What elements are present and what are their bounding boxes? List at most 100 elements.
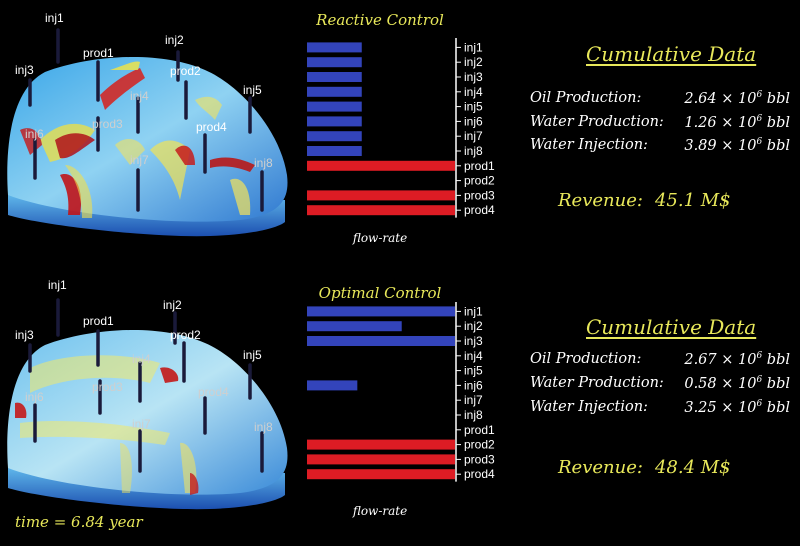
bar-prod3 — [307, 190, 455, 201]
well-label-inj1: inj1 — [45, 11, 64, 25]
tick-label-inj7: inj7 — [464, 129, 483, 143]
tick-label-inj3: inj3 — [464, 70, 483, 84]
tick-label-inj2: inj2 — [464, 55, 483, 69]
water-production-label: Water Production: — [530, 375, 664, 391]
bar-inj8 — [307, 146, 362, 156]
oil-production-label: Oil Production: — [530, 351, 642, 367]
tick-label-inj5: inj5 — [464, 364, 483, 378]
tick-label-inj8: inj8 — [464, 408, 483, 422]
reservoir-map-optimal: inj1 inj2 inj3 prod1 prod2 inj4 inj5 pro… — [7, 278, 288, 510]
revenue: Revenue: 48.4 M$ — [558, 457, 731, 478]
tick-label-inj4: inj4 — [464, 349, 483, 363]
bar-inj5 — [307, 101, 362, 112]
reservoir-map-reactive: inj1 inj2 inj3 prod1 prod2 inj4 inj5 pro… — [7, 11, 288, 237]
revenue-label: Revenue: — [558, 457, 643, 478]
bar-prod3 — [307, 454, 455, 465]
well-label-inj2: inj2 — [165, 33, 184, 47]
revenue-value: 45.1 M$ — [654, 190, 731, 211]
well-label-inj4: inj4 — [130, 89, 149, 103]
reactive-panel: inj1 inj2 inj3 prod1 prod2 inj4 inj5 pro… — [7, 11, 790, 245]
bar-inj2 — [307, 57, 362, 68]
revenue-value: 48.4 M$ — [654, 457, 731, 478]
tick-label-inj7: inj7 — [464, 393, 483, 407]
bar-prod1 — [307, 160, 455, 171]
water-injection-label: Water Injection: — [530, 399, 648, 415]
oil-production-row: Oil Production: 2.67 × 106 bbl — [530, 351, 790, 371]
bar-inj6 — [307, 116, 362, 127]
control-title: Reactive Control — [316, 11, 444, 29]
well-label-inj7: inj7 — [132, 417, 151, 431]
bar-inj1 — [307, 306, 455, 317]
bar-inj3 — [307, 72, 362, 82]
well-label-prod4: prod4 — [198, 385, 229, 399]
bar-inj7 — [307, 131, 362, 142]
tick-label-inj6: inj6 — [464, 378, 483, 392]
bar-inj2 — [307, 321, 402, 332]
well-label-inj5: inj5 — [243, 348, 262, 362]
tick-label-prod4: prod4 — [464, 467, 495, 481]
tick-label-prod3: prod3 — [464, 188, 495, 202]
water-injection-value: 3.89 × 106 bbl — [684, 137, 790, 154]
well-label-prod3: prod3 — [92, 380, 123, 394]
well-label-inj6: inj6 — [25, 390, 44, 404]
tick-label-inj5: inj5 — [464, 100, 483, 114]
well-label-prod1: prod1 — [83, 46, 114, 60]
control-title: Optimal Control — [318, 284, 442, 302]
revenue-label: Revenue: — [558, 190, 643, 211]
tick-label-prod3: prod3 — [464, 452, 495, 466]
tick-label-prod2: prod2 — [464, 438, 495, 452]
well-label-prod3: prod3 — [92, 117, 123, 131]
revenue: Revenue: 45.1 M$ — [558, 190, 731, 211]
well-label-inj4: inj4 — [132, 352, 151, 366]
bar-prod4 — [307, 469, 455, 480]
tick-label-prod2: prod2 — [464, 174, 495, 188]
tick-label-inj1: inj1 — [464, 40, 483, 54]
oil-production-value: 2.64 × 106 bbl — [684, 90, 790, 107]
well-label-inj5: inj5 — [243, 83, 262, 97]
water-injection-row: Water Injection: 3.25 × 106 bbl — [530, 399, 790, 419]
tick-label-prod1: prod1 — [464, 159, 495, 173]
bar-inj1 — [307, 42, 362, 53]
bar-inj4 — [307, 86, 362, 97]
well-label-prod1: prod1 — [83, 314, 114, 328]
bar-prod2 — [307, 439, 455, 450]
x-axis-label: flow-rate — [352, 231, 408, 245]
oil-production-value: 2.67 × 106 bbl — [684, 351, 790, 368]
flow-rate-bar-chart-reactive: inj1inj2inj3inj4inj5inj6inj7inj8prod1pro… — [307, 38, 495, 218]
cumulative-title: Cumulative Data — [586, 315, 757, 339]
water-production-label: Water Production: — [530, 114, 664, 130]
well-label-inj1: inj1 — [48, 278, 67, 292]
well-label-prod2: prod2 — [170, 64, 201, 78]
water-injection-row: Water Injection: 3.89 × 106 bbl — [530, 137, 790, 157]
oil-production-label: Oil Production: — [530, 90, 642, 106]
tick-label-inj4: inj4 — [464, 85, 483, 99]
x-axis-label: flow-rate — [352, 504, 408, 518]
oil-production-row: Oil Production: 2.64 × 106 bbl — [530, 90, 790, 110]
water-production-value: 0.58 × 106 bbl — [684, 375, 790, 392]
tick-label-inj8: inj8 — [464, 144, 483, 158]
bar-inj3 — [307, 336, 455, 346]
well-label-inj8: inj8 — [254, 420, 273, 434]
bar-prod4 — [307, 205, 455, 216]
water-production-value: 1.26 × 106 bbl — [684, 114, 790, 131]
water-production-row: Water Production: 0.58 × 106 bbl — [530, 375, 790, 395]
well-label-inj3: inj3 — [15, 63, 34, 77]
optimal-panel: inj1 inj2 inj3 prod1 prod2 inj4 inj5 pro… — [0, 273, 800, 546]
tick-label-inj1: inj1 — [464, 304, 483, 318]
well-label-inj3: inj3 — [15, 328, 34, 342]
tick-label-prod1: prod1 — [464, 423, 495, 437]
tick-label-prod4: prod4 — [464, 203, 495, 217]
water-injection-label: Water Injection: — [530, 137, 648, 153]
well-label-inj8: inj8 — [254, 156, 273, 170]
cumulative-title: Cumulative Data — [586, 42, 757, 66]
tick-label-inj2: inj2 — [464, 319, 483, 333]
well-label-prod2: prod2 — [170, 328, 201, 342]
tick-label-inj3: inj3 — [464, 334, 483, 348]
water-injection-value: 3.25 × 106 bbl — [684, 399, 790, 416]
well-label-prod4: prod4 — [196, 120, 227, 134]
well-label-inj6: inj6 — [25, 127, 44, 141]
bar-inj6 — [307, 380, 358, 391]
time-label: time = 6.84 year — [15, 513, 143, 531]
well-label-inj2: inj2 — [163, 298, 182, 312]
